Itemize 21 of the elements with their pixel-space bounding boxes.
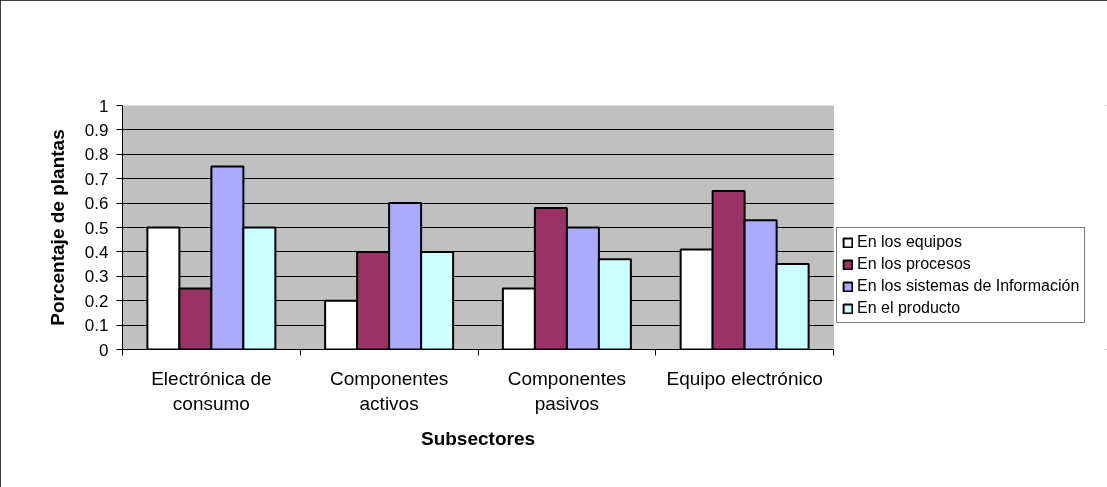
y-tick-label: 0.2 xyxy=(84,291,109,311)
y-tick-label: 0.7 xyxy=(84,169,109,189)
y-tick-label: 1 xyxy=(99,96,109,116)
y-tick-label: 0.9 xyxy=(84,120,109,140)
y-tick-label: 0.6 xyxy=(84,194,109,214)
y-axis-title: Porcentaje de plantas xyxy=(46,129,68,326)
x-tick-label: Equipo electrónico xyxy=(666,367,823,389)
legend-label: En los equipos xyxy=(857,233,962,251)
y-tick-label: 0.5 xyxy=(84,218,109,238)
y-tick-label: 0.8 xyxy=(84,145,109,165)
y-tick-label: 0.4 xyxy=(84,242,109,262)
y-tick-label: 0 xyxy=(99,340,109,360)
y-tick-label: 0.1 xyxy=(84,316,109,336)
legend-label: En los procesos xyxy=(857,255,971,273)
y-tick-label: 0.3 xyxy=(84,267,109,287)
x-tick-label: Electrónica de consumo xyxy=(151,367,272,414)
legend-label: En los sistemas de Información xyxy=(857,277,1080,295)
x-axis-title: Subsectores xyxy=(420,427,536,449)
x-tick-label: Componentes pasivos xyxy=(507,367,627,414)
legend-label: En el producto xyxy=(857,299,961,317)
x-tick-label: Componentes activos xyxy=(329,367,449,414)
